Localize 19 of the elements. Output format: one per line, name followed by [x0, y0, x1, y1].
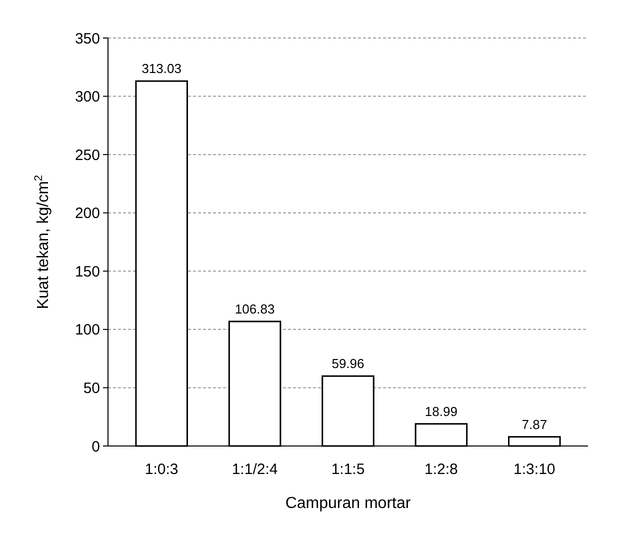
y-tick-label: 50	[83, 380, 100, 397]
x-tick-label: 1:0:3	[144, 461, 178, 478]
data-label: 18.99	[424, 404, 458, 419]
x-axis-title: Campuran mortar	[285, 495, 412, 512]
data-label: 7.87	[522, 416, 548, 432]
x-tick-label: 1:2:8	[424, 461, 458, 478]
y-tick-label: 350	[74, 30, 100, 48]
x-tick-label: 1:1/2:4	[232, 461, 278, 478]
y-tick-label: 250	[74, 146, 100, 164]
data-label: 313.03	[142, 61, 182, 76]
data-label: 59.96	[332, 356, 364, 372]
data-label: 106.83	[234, 301, 275, 316]
y-tick-label: 150	[74, 263, 100, 280]
x-tick-label: 1:3:10	[514, 461, 556, 478]
y-tick-label: 100	[74, 322, 100, 339]
y-tick-label: 0	[92, 438, 100, 456]
y-tick-label: 200	[74, 205, 100, 222]
y-tick-label: 300	[74, 88, 100, 106]
x-tick-label: 1:1:5	[331, 461, 365, 478]
